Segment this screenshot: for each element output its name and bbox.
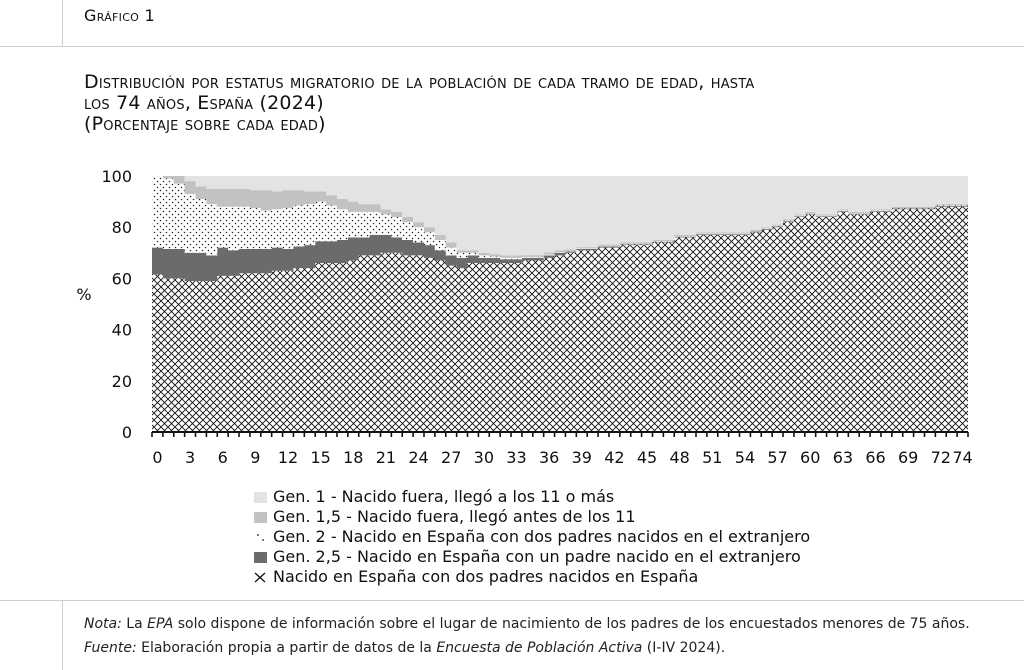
stacked-area-chart: 0 3 6 9 12 15 18 21 24 27 30 33 36 39 42 45 48 51 54 57 60 63… <box>76 167 972 467</box>
x-tick-label: 45 <box>637 448 657 467</box>
legend-item-gen2: Gen. 2 - Nacido en España con dos padres… <box>254 527 810 547</box>
legend-label-gen15: Gen. 1,5 - Nacido fuera, llegó antes de … <box>273 507 636 526</box>
x-tick-label: 66 <box>865 448 885 467</box>
legend-item-gen1: Gen. 1 - Nacido fuera, llegó a los 11 o … <box>254 487 810 507</box>
y-tick-label: 80 <box>112 218 132 237</box>
x-tick-label: 9 <box>250 448 260 467</box>
legend-swatch-gen2 <box>257 533 264 541</box>
footer-divider-vertical <box>62 600 63 670</box>
x-tick-label: 24 <box>408 448 428 467</box>
note-epa: EPA <box>147 616 174 632</box>
note-line: Nota: La EPA solo dispone de información… <box>84 612 970 636</box>
series-area-gen1 <box>152 176 968 256</box>
x-tick-label: 18 <box>343 448 363 467</box>
x-tick-label: 6 <box>218 448 228 467</box>
y-tick-label: 100 <box>101 167 132 186</box>
figure-label: Gráfico 1 <box>84 6 155 25</box>
axis-layer: 0 3 6 9 12 15 18 21 24 27 30 33 36 39 42 45 48 51 54 57 60 63… <box>101 167 972 467</box>
chart-notes: Nota: La EPA solo dispone de información… <box>84 612 970 660</box>
chart-title-line-1: Distribución por estatus migratorio de l… <box>84 71 755 93</box>
legend-label-gen25: Gen. 2,5 - Nacido en España con un padre… <box>273 547 801 566</box>
source-text-post: (I-IV 2024). <box>642 640 726 656</box>
chart-legend: Gen. 1 - Nacido fuera, llegó a los 11 o … <box>254 487 810 587</box>
series-area-gen2 <box>152 176 968 260</box>
source-line: Fuente: Elaboración propia a partir de d… <box>84 636 970 660</box>
legend-swatch-gen25 <box>254 551 267 563</box>
y-tick-label: 40 <box>112 321 132 340</box>
note-text-post: solo dispone de información sobre el lug… <box>173 616 970 632</box>
x-tick-label: 30 <box>474 448 494 467</box>
x-tick-label: 57 <box>767 448 787 467</box>
x-tick-label: 36 <box>539 448 559 467</box>
header-divider-vertical <box>62 0 63 46</box>
source-name: Encuesta de Población Activa <box>436 640 643 656</box>
chart-subtitle: (Porcentaje sobre cada edad) <box>84 113 326 135</box>
x-tick-label: 48 <box>670 448 690 467</box>
y-tick-label: 20 <box>112 372 132 391</box>
x-tick-label: 60 <box>800 448 820 467</box>
x-tick-label: 27 <box>441 448 461 467</box>
x-tick-label: 39 <box>572 448 592 467</box>
x-tick-label: 72 <box>931 448 951 467</box>
x-tick-label: 42 <box>604 448 624 467</box>
y-tick-label: 0 <box>122 423 132 442</box>
note-text-pre: La <box>121 616 148 632</box>
x-tick-label: 12 <box>278 448 298 467</box>
legend-swatch-native <box>254 572 266 582</box>
x-tick-label: 21 <box>376 448 396 467</box>
source-label: Fuente: <box>84 640 137 656</box>
y-tick-label: 60 <box>112 269 132 288</box>
legend-item-gen25: Gen. 2,5 - Nacido en España con un padre… <box>254 547 810 567</box>
series-area-native <box>152 206 968 432</box>
x-tick-label: 74 <box>952 448 972 467</box>
legend-item-gen15: Gen. 1,5 - Nacido fuera, llegó antes de … <box>254 507 810 527</box>
x-tick-label: 15 <box>310 448 330 467</box>
x-tick-label: 54 <box>735 448 755 467</box>
legend-swatch-gen15 <box>254 511 267 523</box>
x-tick-label: 51 <box>702 448 722 467</box>
y-axis-label: % <box>76 285 91 304</box>
legend-label-native: Nacido en España con dos padres nacidos … <box>273 567 699 586</box>
source-text-pre: Elaboración propia a partir de datos de … <box>136 640 437 656</box>
x-tick-label: 3 <box>185 448 195 467</box>
legend-label-gen2: Gen. 2 - Nacido en España con dos padres… <box>273 527 811 546</box>
x-tick-label: 63 <box>833 448 853 467</box>
legend-item-native: Nacido en España con dos padres nacidos … <box>254 567 810 587</box>
legend-swatch-gen1 <box>254 491 267 503</box>
chart-title-line-2: los 74 años, España (2024) <box>84 92 324 114</box>
note-label: Nota: <box>84 616 122 632</box>
legend-label-gen1: Gen. 1 - Nacido fuera, llegó a los 11 o … <box>273 487 615 506</box>
x-tick-label: 0 <box>152 448 162 467</box>
series-layer <box>152 176 968 432</box>
footer-divider <box>0 600 1024 601</box>
x-tick-label: 69 <box>898 448 918 467</box>
x-tick-label: 33 <box>506 448 526 467</box>
header-divider <box>0 46 1024 47</box>
chart-title: Distribución por estatus migratorio de l… <box>84 72 1019 135</box>
